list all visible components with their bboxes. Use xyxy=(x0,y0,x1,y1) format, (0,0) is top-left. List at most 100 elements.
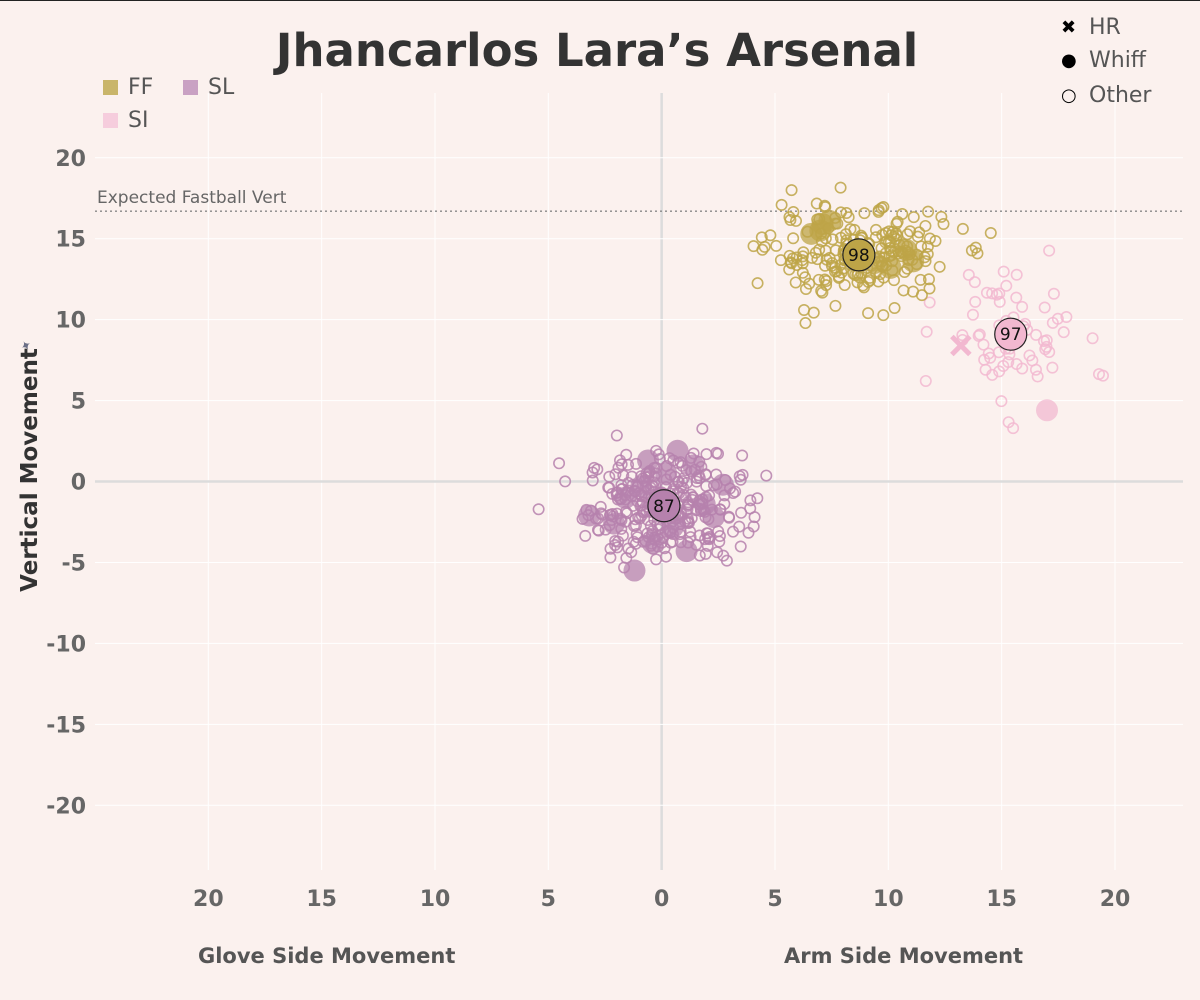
legend-label-hr: HR xyxy=(1089,15,1121,40)
pitch-point-si xyxy=(1057,326,1070,339)
pitch-point-ff xyxy=(914,273,927,286)
pitch-point-ff xyxy=(921,240,934,253)
pitch-point-ff xyxy=(816,286,829,299)
y-axis-label: Vertical Movement xyxy=(17,348,43,592)
whiff-point-sl xyxy=(641,532,664,555)
pitch-point-ff xyxy=(853,271,866,284)
pitch-point-sl xyxy=(682,516,695,529)
open-circle-icon: ○ xyxy=(1061,85,1077,106)
pitch-point-ff xyxy=(984,226,997,239)
filled-circle-icon: ● xyxy=(1061,50,1077,71)
pitch-point-si xyxy=(1010,291,1023,304)
pitch-point-sl xyxy=(604,551,617,564)
legend-swatch-sl xyxy=(183,80,198,95)
pitch-point-ff xyxy=(907,211,920,224)
pitch-point-si xyxy=(919,374,932,387)
whiff-point-sl xyxy=(666,439,689,462)
pitch-point-ff xyxy=(764,229,777,242)
pitch-point-ff xyxy=(799,317,812,330)
pitch-point-ff xyxy=(789,276,802,289)
pitch-point-ff xyxy=(888,302,901,315)
pitch-point-sl xyxy=(748,511,761,524)
legend-swatch-si xyxy=(103,113,118,128)
pitch-point-ff xyxy=(844,223,857,236)
whiff-point-sl xyxy=(702,506,725,529)
pitch-point-ff xyxy=(818,273,831,286)
velocity-label-sl: 87 xyxy=(653,497,675,517)
pitch-point-ff xyxy=(884,236,897,249)
pitch-point-si xyxy=(1023,349,1036,362)
whiff-point-ff xyxy=(879,256,902,279)
whiff-point-si xyxy=(1036,399,1058,422)
whiff-point-sl xyxy=(637,449,660,472)
pitch-point-si xyxy=(993,365,1006,378)
pitch-point-ff xyxy=(829,244,842,257)
whiff-point-sl xyxy=(682,454,705,477)
velocity-labels: 98 97 87 xyxy=(647,238,1028,523)
pitch-point-sl xyxy=(701,539,714,552)
pitch-point-ff xyxy=(835,266,848,279)
pitch-point-sl xyxy=(532,503,545,516)
whiff-point-sl xyxy=(711,473,734,496)
velocity-label-ff: 98 xyxy=(848,246,870,266)
pitch-point-sl xyxy=(681,503,694,516)
home-run-stroke xyxy=(950,334,972,357)
y-tick-label: 5 xyxy=(71,390,86,415)
pitch-point-ff xyxy=(840,207,853,220)
pitch-point-sl xyxy=(733,470,746,483)
pitch-point-ff xyxy=(820,275,833,288)
pitch-point-ff xyxy=(799,271,812,284)
pitch-point-ff xyxy=(921,248,934,261)
y-tick-label: -20 xyxy=(46,794,86,819)
whiff-point-ff xyxy=(902,250,925,273)
whiff-point-sl xyxy=(630,475,653,498)
pitch-point-si xyxy=(1096,369,1109,382)
expected-fastball-vert-line: Expected Fastball Vert xyxy=(95,188,1183,212)
legend-si: SI xyxy=(103,108,148,133)
pitch-point-ff xyxy=(923,282,936,295)
pitch-point-sl xyxy=(611,541,624,554)
pitch-point-ff xyxy=(872,204,885,217)
pitch-point-sl xyxy=(734,540,747,553)
whiff-point-sl xyxy=(578,504,601,527)
reference-line-label: Expected Fastball Vert xyxy=(97,188,287,208)
pitch-point-ff xyxy=(819,259,832,272)
x-tick-label: 0 xyxy=(654,887,669,912)
pitch-point-ff xyxy=(971,247,984,260)
pitch-point-si xyxy=(995,395,1008,408)
whiff-point-sl xyxy=(614,486,637,509)
x-tick-label: 10 xyxy=(420,887,451,912)
pitch-point-sl xyxy=(701,527,714,540)
pitch-point-si xyxy=(1047,287,1060,300)
pitch-point-si xyxy=(1060,310,1073,323)
y-tick-label: -10 xyxy=(46,632,86,657)
y-tick-label: -5 xyxy=(62,551,86,576)
pitch-point-sl xyxy=(735,506,748,519)
pitch-point-ff xyxy=(798,304,811,317)
pitch-point-si xyxy=(986,287,999,300)
pitch-point-sl xyxy=(700,448,713,461)
pitch-point-ff xyxy=(796,254,809,267)
whiff-point-sl xyxy=(655,462,678,485)
pitch-point-ff xyxy=(877,309,890,322)
pitch-point-sl xyxy=(559,475,572,488)
pitch-point-ff xyxy=(858,207,871,220)
pitch-point-si xyxy=(1002,356,1015,369)
pitch-point-sl xyxy=(733,520,746,533)
pitch-point-ff xyxy=(826,233,839,246)
velocity-label-si: 97 xyxy=(1000,325,1022,345)
pitch-point-ff xyxy=(785,257,798,270)
pitch-point-sl xyxy=(699,468,712,481)
pitch-point-ff xyxy=(790,214,803,227)
pitch-point-ff xyxy=(797,246,810,259)
pitch-point-ff xyxy=(755,231,768,244)
pitch-point-sl xyxy=(592,524,605,537)
pitch-point-si xyxy=(1010,268,1023,281)
y-tick-label: -15 xyxy=(46,713,86,738)
pitch-point-si xyxy=(956,329,969,342)
y-tick-label: 0 xyxy=(71,471,86,496)
pitch-point-sl xyxy=(712,447,725,460)
pitch-point-si xyxy=(1043,244,1056,257)
whiff-point-sl xyxy=(623,559,646,582)
